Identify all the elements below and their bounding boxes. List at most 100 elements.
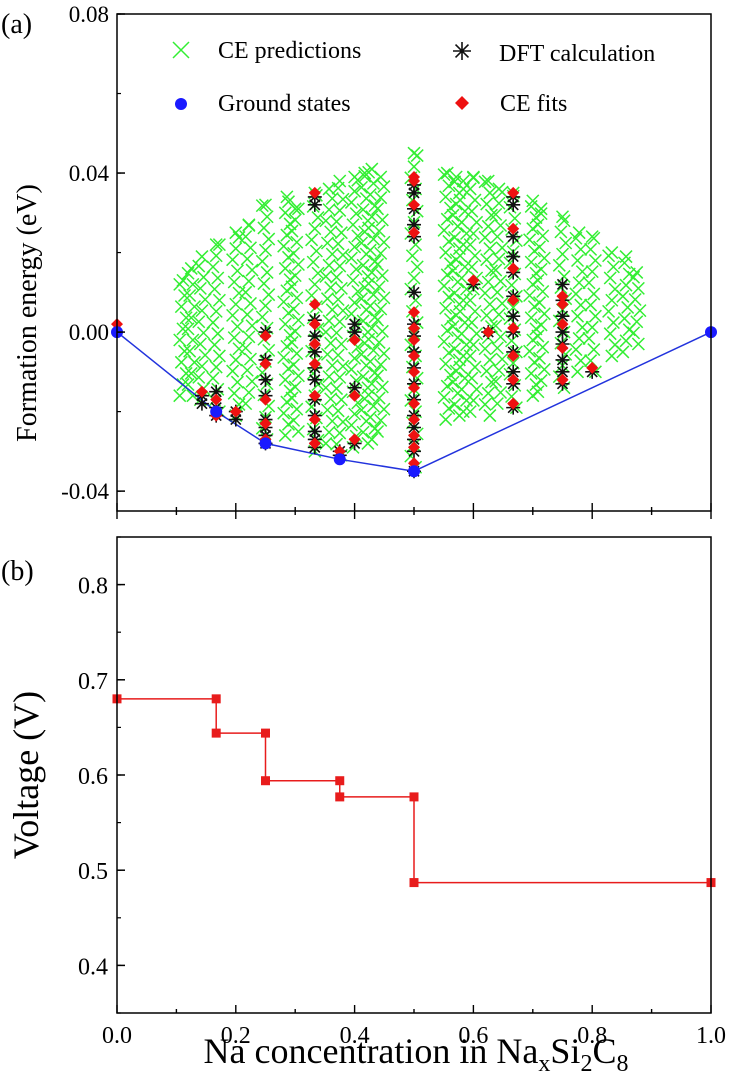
- voltage-step-line: [117, 698, 711, 884]
- ce-prediction-mark: [346, 218, 360, 232]
- panel-b-ytick-label: 0.5: [78, 859, 108, 885]
- ce-prediction-mark: [239, 230, 253, 244]
- ce-prediction-mark: [195, 304, 209, 318]
- ce-fit-mark: [308, 437, 321, 450]
- ce-prediction-mark: [306, 255, 320, 269]
- ce-fit-mark: [408, 413, 420, 426]
- ce-prediction-mark: [470, 327, 484, 341]
- ce-prediction-mark: [463, 405, 477, 419]
- ce-prediction-mark: [283, 273, 297, 287]
- ce-prediction-mark: [291, 369, 305, 383]
- ce-prediction-mark: [331, 404, 345, 418]
- ce-prediction-mark: [532, 240, 547, 254]
- ce-prediction-mark: [631, 337, 645, 351]
- ce-prediction-mark: [354, 236, 369, 250]
- ce-prediction-mark: [375, 324, 389, 338]
- ce-prediction-mark: [291, 257, 305, 272]
- ce-prediction-mark: [291, 202, 305, 216]
- ce-prediction-mark: [582, 331, 596, 345]
- dft-calculation-mark: [506, 309, 521, 324]
- ce-prediction-mark: [453, 193, 467, 207]
- ce-prediction-mark: [181, 322, 195, 336]
- ce-prediction-mark: [480, 364, 494, 378]
- ce-prediction-mark: [524, 366, 538, 380]
- ce-fit-mark: [308, 338, 321, 351]
- ce-fit-mark: [482, 326, 495, 339]
- ce-prediction-mark: [243, 296, 257, 310]
- ce-prediction-mark: [208, 338, 222, 352]
- ce-prediction-mark: [458, 371, 472, 385]
- ce-prediction-mark: [319, 436, 333, 450]
- x-axis-label-main: Na concentration in Na: [204, 1031, 539, 1071]
- ce-prediction-mark: [465, 204, 479, 218]
- dft-calculation-mark: [555, 277, 570, 292]
- ce-prediction-mark: [240, 252, 254, 266]
- ce-prediction-mark: [628, 292, 642, 307]
- panel-a-label: (a): [1, 9, 32, 40]
- ce-prediction-mark: [407, 160, 421, 174]
- legend-ground-states-marker: [175, 98, 187, 110]
- ce-prediction-mark: [371, 424, 385, 439]
- voltage-point: [211, 728, 221, 738]
- ce-prediction-mark: [377, 291, 391, 305]
- ce-prediction-mark: [324, 281, 338, 295]
- ce-prediction-mark: [492, 182, 506, 196]
- ce-prediction-mark: [442, 234, 456, 248]
- ce-prediction-mark: [331, 348, 345, 362]
- ce-prediction-mark: [463, 182, 477, 196]
- ce-prediction-mark: [242, 385, 256, 400]
- ce-prediction-mark: [195, 359, 209, 373]
- ce-prediction-mark: [453, 360, 467, 374]
- ce-prediction-mark: [240, 363, 254, 377]
- ce-prediction-mark: [226, 308, 240, 322]
- ce-prediction-mark: [258, 198, 273, 212]
- ce-prediction-mark: [365, 265, 379, 279]
- ce-prediction-mark: [320, 236, 334, 250]
- ce-prediction-mark: [465, 316, 479, 330]
- ce-prediction-mark: [569, 287, 583, 301]
- ce-prediction-mark: [505, 334, 519, 348]
- ce-prediction-mark: [212, 293, 226, 307]
- panel-b-label: (b): [1, 556, 34, 587]
- dft-calculation-mark: [228, 412, 243, 427]
- ce-prediction-mark: [243, 241, 257, 255]
- ce-fit-mark: [408, 349, 420, 362]
- ce-prediction-mark: [348, 296, 362, 310]
- ce-prediction-mark: [206, 316, 220, 330]
- ce-prediction-mark: [280, 284, 294, 298]
- ce-prediction-mark: [280, 395, 294, 409]
- ce-prediction-mark: [458, 204, 472, 218]
- ce-prediction-mark: [325, 303, 339, 317]
- ce-prediction-mark: [534, 207, 548, 221]
- ce-prediction-mark: [371, 313, 385, 327]
- ce-prediction-mark: [229, 297, 243, 311]
- ce-prediction-mark: [334, 281, 348, 295]
- ce-prediction-mark: [230, 375, 244, 389]
- panel-a-ytick-label: 0.00: [69, 320, 109, 345]
- panel-b-xtick-label: 1.0: [696, 1023, 726, 1049]
- ce-prediction-mark: [554, 225, 568, 239]
- ce-prediction-mark: [407, 271, 421, 285]
- ce-prediction-mark: [365, 210, 379, 224]
- ce-prediction-mark: [377, 347, 391, 361]
- ce-prediction-mark: [483, 242, 497, 256]
- ce-prediction-mark: [356, 425, 370, 439]
- ce-prediction-mark: [555, 210, 570, 224]
- ce-prediction-mark: [552, 258, 566, 272]
- ce-prediction-mark: [492, 196, 506, 210]
- ce-prediction-mark: [179, 366, 193, 380]
- ce-prediction-mark: [495, 352, 509, 366]
- ce-prediction-mark: [356, 314, 370, 328]
- ce-prediction-mark: [291, 313, 305, 327]
- ce-prediction-mark: [173, 333, 187, 347]
- x-axis-label: Na concentration in NaxSi2C8: [204, 1031, 629, 1076]
- ce-prediction-mark: [344, 195, 358, 209]
- ce-prediction-mark: [508, 211, 522, 225]
- ce-prediction-mark: [362, 277, 376, 291]
- ce-prediction-mark: [627, 326, 641, 340]
- ce-prediction-mark: [206, 260, 220, 274]
- ce-prediction-mark: [377, 402, 391, 416]
- ce-prediction-mark: [322, 203, 336, 217]
- ce-prediction-mark: [465, 371, 479, 385]
- ce-prediction-mark: [324, 336, 338, 350]
